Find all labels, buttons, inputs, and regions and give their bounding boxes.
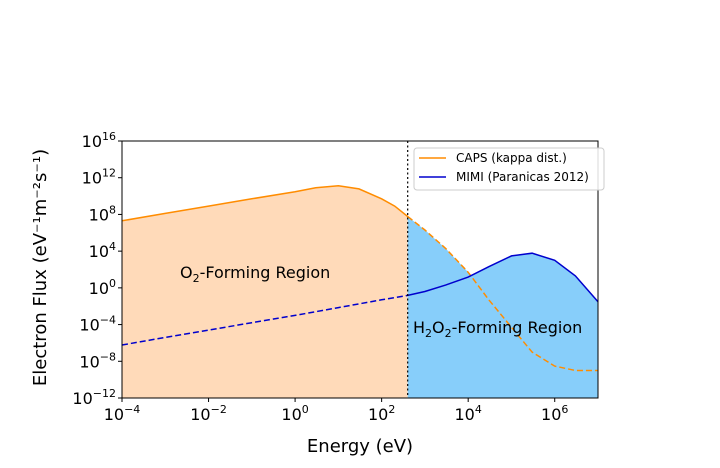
mimi-line-solid	[407, 252, 599, 303]
y-tick-label: 1012	[82, 167, 116, 188]
x-tick-label: 106	[541, 403, 568, 424]
h2o2-region-label: H2O2-Forming Region	[413, 318, 582, 340]
y-tick-label: 100	[89, 277, 116, 298]
y-tick-label: 10−4	[79, 314, 116, 335]
x-tick-label: 104	[455, 403, 482, 424]
o2-region-label: O2-Forming Region	[180, 263, 330, 285]
y-tick-label: 10−8	[79, 350, 116, 371]
legend-box	[413, 147, 605, 191]
plot-frame	[121, 140, 599, 399]
mimi-line-dashed	[121, 294, 408, 346]
legend-label-caps: CAPS (kappa dist.)	[456, 151, 567, 165]
x-tick-label: 102	[368, 403, 395, 424]
x-tick-label: 10−2	[190, 403, 227, 424]
x-axis-label: Energy (eV)	[307, 436, 413, 457]
caps-line-solid	[121, 185, 409, 222]
y-axis-label: Electron Flux (eV⁻¹m⁻²s⁻¹)	[30, 149, 51, 386]
y-tick-label: 108	[89, 203, 116, 224]
x-tick-label: 10−4	[104, 403, 141, 424]
h2o2-region-fill	[407, 216, 598, 398]
y-tick-label: 104	[89, 240, 116, 261]
y-tick-label: 1016	[82, 130, 116, 151]
series-lines	[121, 185, 599, 372]
region-fills	[122, 185, 598, 398]
axis-ticks: 10−4 10−2 100 102 104 106 1016 1012 108 104 100 10−…	[72, 130, 568, 424]
o2-region-fill	[122, 185, 408, 398]
legend: CAPS (kappa dist.) MIMI (Paranicas 2012)	[413, 147, 605, 191]
y-tick-label: 10−12	[72, 387, 116, 408]
x-tick-label: 100	[281, 403, 308, 424]
legend-label-mimi: MIMI (Paranicas 2012)	[456, 170, 589, 184]
caps-line-dashed	[407, 215, 598, 372]
